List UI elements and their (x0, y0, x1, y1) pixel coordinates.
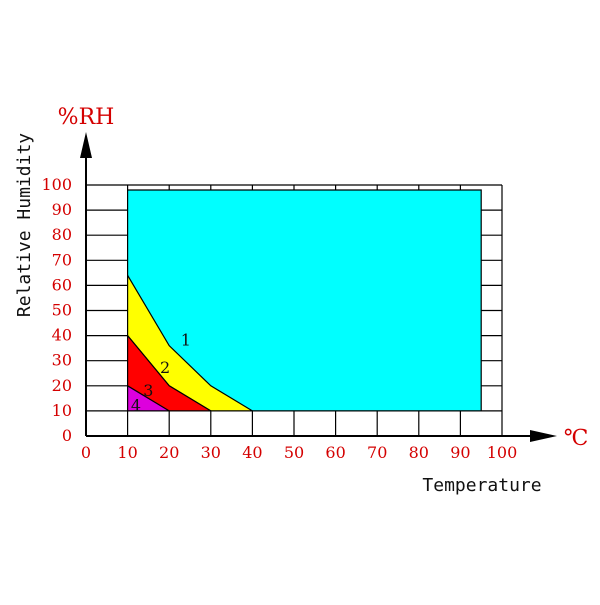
y-tick-label-30: 30 (52, 351, 72, 370)
y-axis-title: Relative Humidity (14, 133, 35, 317)
x-tick-label-50: 50 (284, 443, 304, 462)
y-tick-label-90: 90 (52, 200, 72, 219)
region-label-1: 1 (181, 331, 191, 350)
y-tick-label-50: 50 (52, 301, 72, 320)
x-tick-label-60: 60 (325, 443, 345, 462)
y-tick-label-60: 60 (52, 275, 72, 294)
y-tick-label-80: 80 (52, 225, 72, 244)
y-tick-label-70: 70 (52, 250, 72, 269)
x-tick-label-100: 100 (487, 443, 518, 462)
x-tick-label-30: 30 (201, 443, 221, 462)
region-label-4: 4 (131, 396, 141, 415)
x-tick-label-10: 10 (117, 443, 137, 462)
x-tick-label-0: 0 (81, 443, 91, 462)
x-tick-label-90: 90 (450, 443, 470, 462)
x-tick-label-40: 40 (242, 443, 262, 462)
x-tick-label-20: 20 (159, 443, 179, 462)
y-axis-unit: %RH (58, 105, 115, 130)
x-axis-unit: ℃ (564, 426, 589, 451)
y-tick-label-0: 0 (62, 426, 72, 445)
region-4 (126, 384, 172, 412)
y-tick-label-100: 100 (41, 175, 72, 194)
tick-labels: 0 10 20 30 40 50 60 70 80 90 100 0 10 20 30 40 50 60 70 80 9… (41, 175, 517, 462)
x-axis-title: Temperature (422, 475, 541, 496)
x-axis-arrow (530, 430, 557, 442)
y-tick-label-10: 10 (52, 401, 72, 420)
y-axis-arrow (80, 132, 92, 158)
regions (126, 189, 482, 412)
axes (80, 132, 557, 442)
region-label-2: 2 (160, 358, 170, 377)
region-label-3: 3 (143, 381, 153, 400)
y-tick-label-40: 40 (52, 326, 72, 345)
y-tick-label-20: 20 (52, 376, 72, 395)
x-tick-label-80: 80 (409, 443, 429, 462)
x-tick-label-70: 70 (367, 443, 387, 462)
